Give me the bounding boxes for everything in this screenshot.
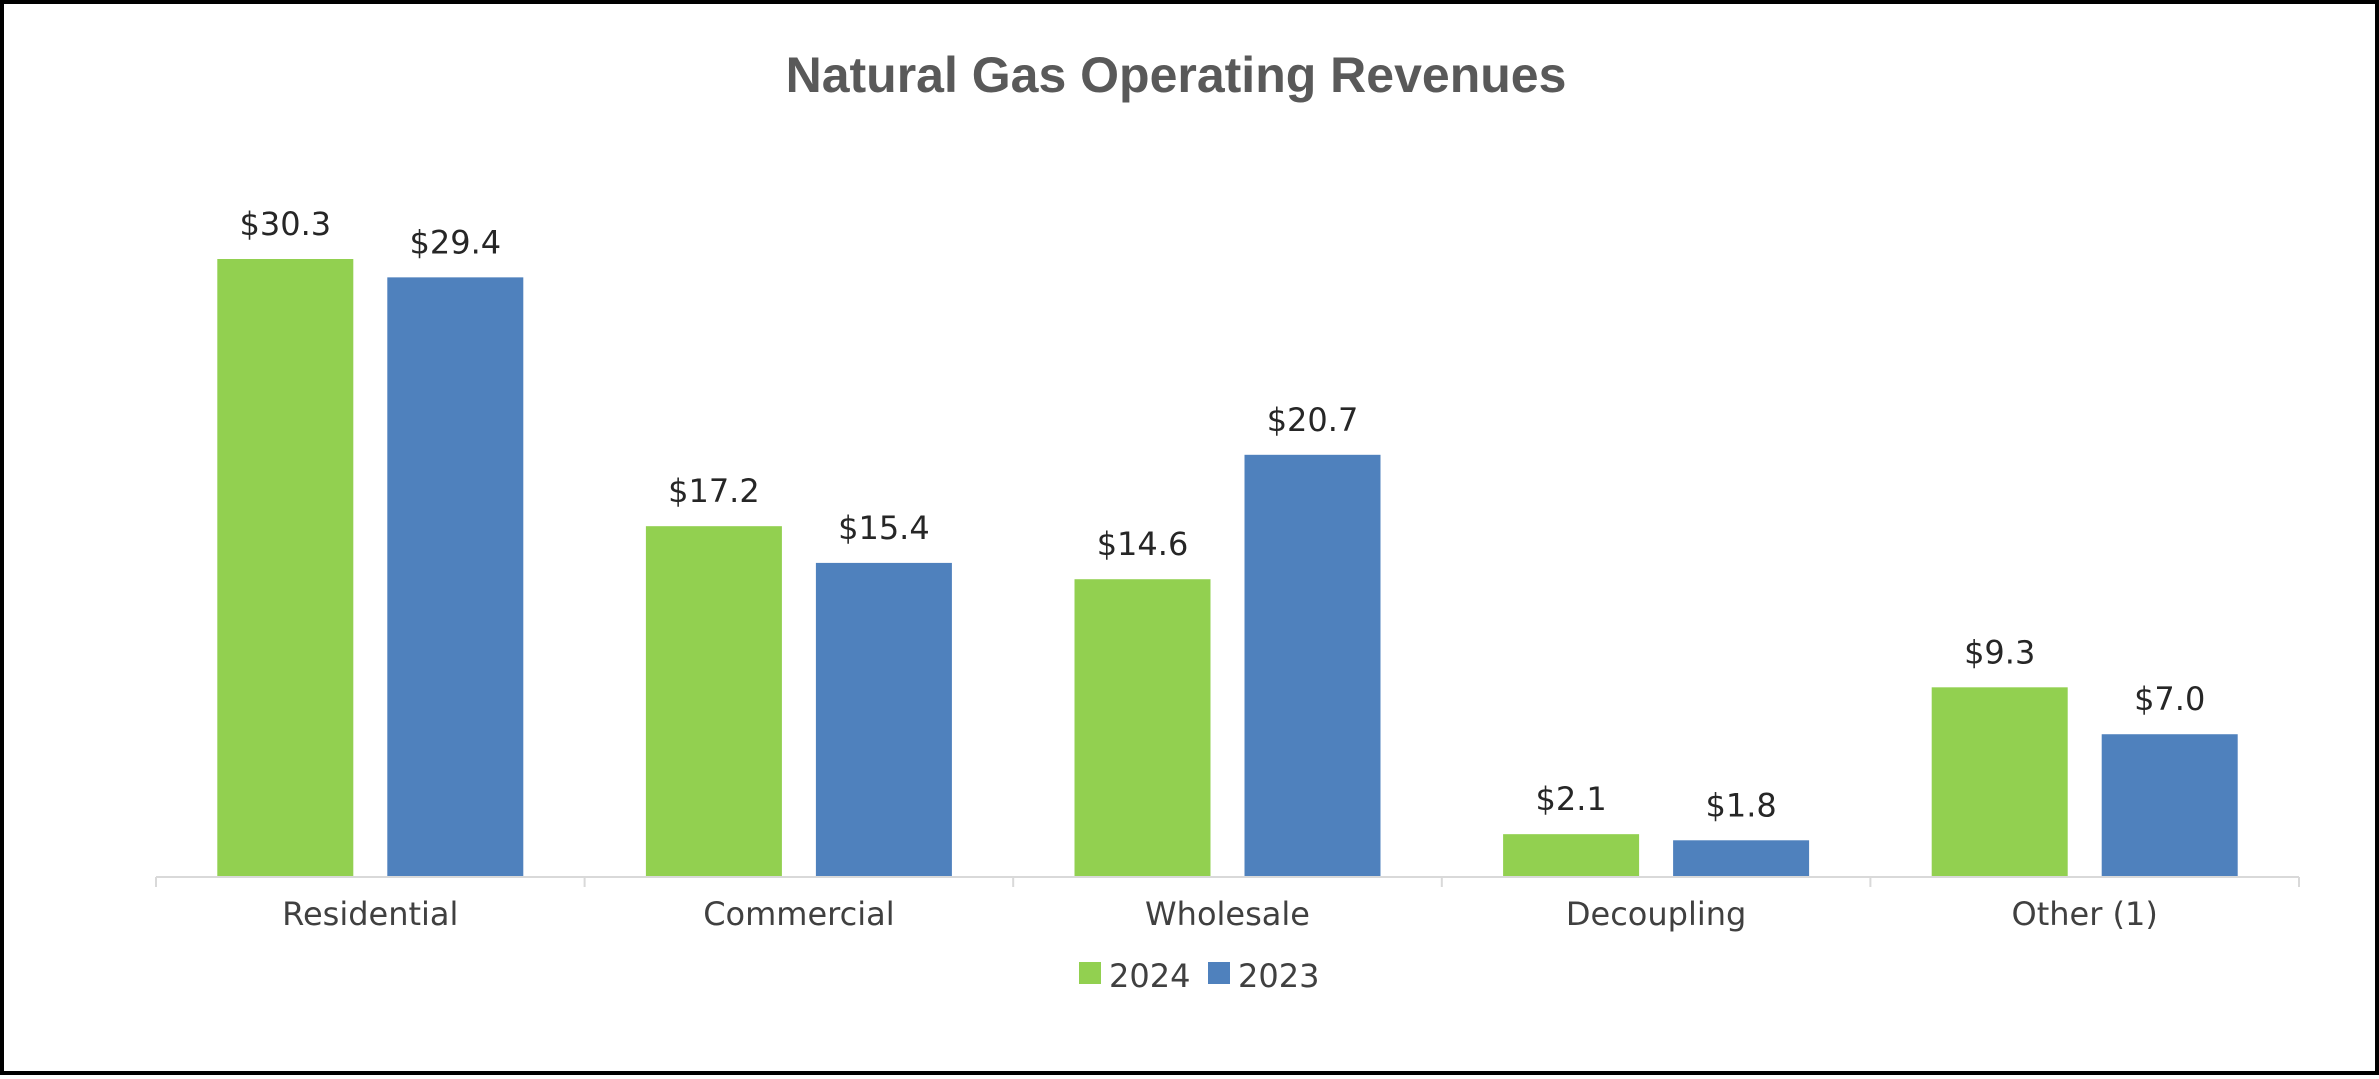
legend-swatch-2024 — [1079, 962, 1101, 984]
bar-2023-commercial — [815, 562, 952, 877]
bar-2024-commercial — [645, 526, 782, 877]
category-label: Wholesale — [1145, 895, 1310, 933]
x-axis-ticks — [155, 877, 2300, 887]
legend: 2024 2023 — [1079, 957, 1319, 995]
category-labels: Residential Commercial Wholesale Decoupling… — [282, 895, 2158, 933]
bar-2023-decoupling — [1673, 840, 1810, 877]
data-label: $30.3 — [239, 205, 331, 243]
category-label: Other (1) — [2012, 895, 2158, 933]
category-label: Commercial — [703, 895, 894, 933]
data-label: $17.2 — [668, 472, 760, 510]
data-label: $29.4 — [409, 223, 501, 261]
data-label: $7.0 — [2134, 680, 2205, 718]
bar-2024-decoupling — [1503, 834, 1640, 877]
bar-2023-wholesale — [1244, 454, 1381, 877]
bars-layer: $30.3 $29.4 $17.2 $15.4 $14.6 $20.7 $2.1 $1.8 $9… — [217, 205, 2238, 877]
legend-label-2024: 2024 — [1109, 957, 1190, 995]
data-label: $9.3 — [1964, 633, 2035, 671]
bar-2024-residential — [217, 259, 354, 877]
legend-swatch-2023 — [1208, 962, 1230, 984]
bar-2024-other-1- — [1931, 687, 2068, 877]
data-label: $14.6 — [1097, 525, 1189, 563]
data-label: $15.4 — [838, 509, 930, 547]
chart-title: Natural Gas Operating Revenues — [786, 47, 1567, 103]
category-label: Decoupling — [1566, 895, 1746, 933]
bar-2024-wholesale — [1074, 579, 1211, 877]
legend-label-2023: 2023 — [1238, 957, 1319, 995]
bar-2023-residential — [387, 277, 524, 877]
data-label: $1.8 — [1705, 786, 1776, 824]
category-label: Residential — [282, 895, 458, 933]
chart-svg: Natural Gas Operating Revenues $30.3 $29.… — [155, 47, 2300, 995]
bar-2023-other-1- — [2101, 734, 2238, 877]
data-label: $2.1 — [1535, 780, 1606, 818]
data-label: $20.7 — [1267, 401, 1359, 439]
